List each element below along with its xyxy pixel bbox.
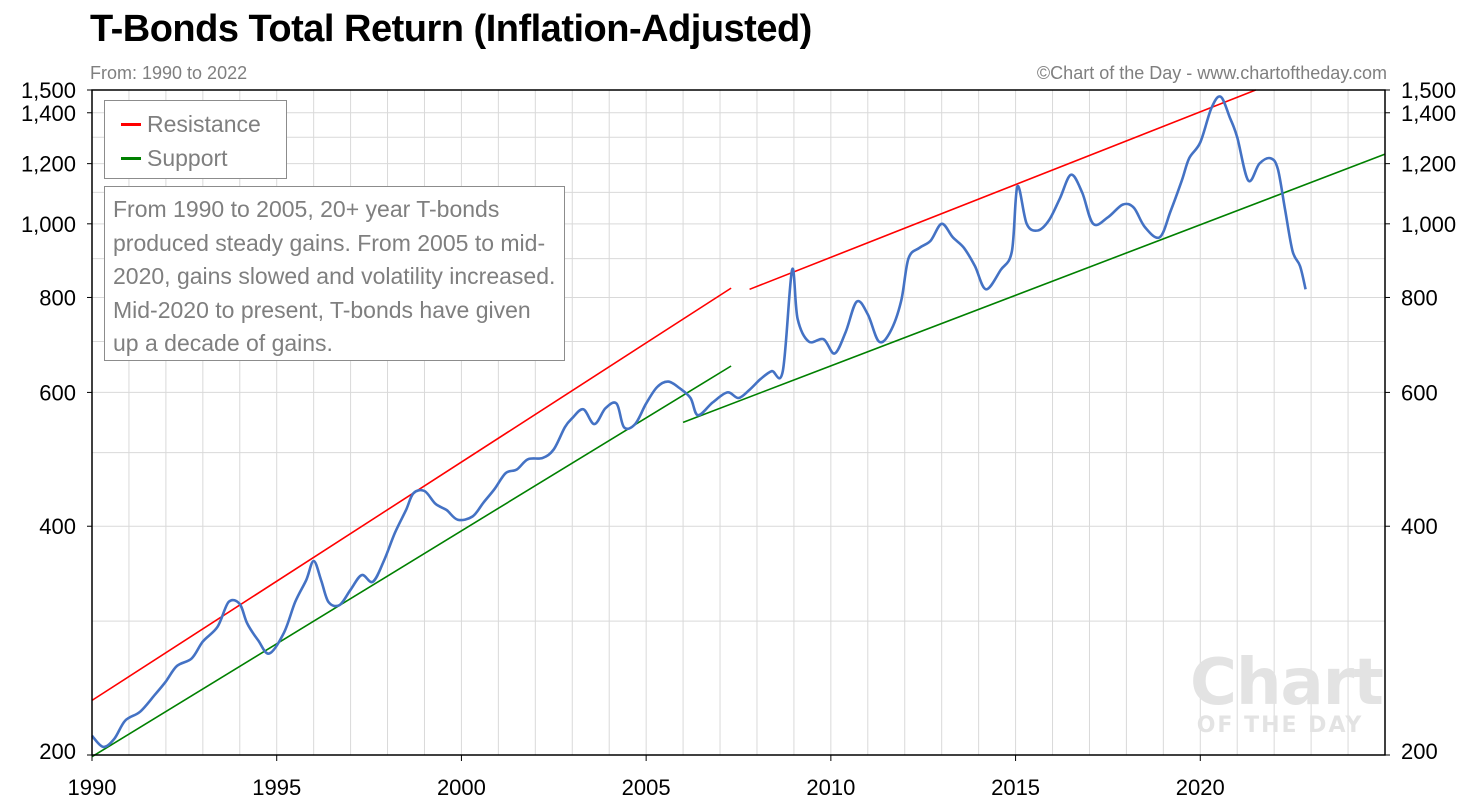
y-tick-label-left: 1,000	[21, 212, 76, 237]
x-tick-label: 1995	[252, 775, 301, 800]
x-tick-label: 2005	[622, 775, 671, 800]
legend-swatch-resistance	[121, 122, 141, 126]
x-tick-label: 2020	[1176, 775, 1225, 800]
y-tick-label-left: 800	[39, 285, 76, 310]
series	[91, 95, 1307, 749]
trend-line-support	[682, 153, 1386, 424]
x-tick-label: 1990	[68, 775, 117, 800]
y-tick-label-right: 400	[1401, 514, 1438, 539]
y-tick-label-right: 600	[1401, 380, 1438, 405]
plot-border	[91, 89, 1386, 756]
y-tick-label-left: 200	[39, 739, 76, 764]
y-tick-label-right: 200	[1401, 739, 1438, 764]
chart-title: T-Bonds Total Return (Inflation-Adjusted…	[90, 8, 812, 50]
y-tick-label-right: 1,500	[1401, 78, 1456, 103]
series-line-tbonds-total-return	[91, 95, 1307, 749]
watermark-logo: Chart OF THE DAY	[1190, 646, 1384, 738]
y-tick-label-right: 800	[1401, 285, 1438, 310]
legend-item-support: Support	[121, 144, 228, 172]
trend-line-support	[91, 365, 732, 758]
chart-subtitle: From: 1990 to 2022	[90, 63, 248, 83]
chart-credit: ©Chart of the Day - www.chartoftheday.co…	[1036, 63, 1387, 83]
legend-item-resistance: Resistance	[121, 110, 261, 138]
legend-label-support: Support	[147, 144, 228, 171]
x-tick-label: 2015	[991, 775, 1040, 800]
legend-label-resistance: Resistance	[147, 110, 261, 137]
y-tick-label-right: 1,400	[1401, 101, 1456, 126]
legend: Resistance Support	[104, 100, 287, 179]
axes: 1990 1995 2000 2005 2010 2015 2020 200 200 400 400…	[21, 78, 1456, 800]
watermark-small: OF THE DAY	[1196, 713, 1364, 738]
trend-line-resistance	[749, 89, 1256, 291]
y-tick-label-right: 1,200	[1401, 152, 1456, 177]
y-tick-label-left: 1,500	[21, 78, 76, 103]
annotation-box: From 1990 to 2005, 20+ year T-bonds prod…	[104, 186, 565, 361]
y-tick-label-left: 600	[39, 380, 76, 405]
y-tick-label-left: 1,200	[21, 152, 76, 177]
y-tick-label-left: 400	[39, 514, 76, 539]
y-tick-label-right: 1,000	[1401, 212, 1456, 237]
x-tick-label: 2000	[437, 775, 486, 800]
y-tick-label-left: 1,400	[21, 101, 76, 126]
x-tick-label: 2010	[806, 775, 855, 800]
legend-swatch-support	[121, 156, 141, 160]
watermark-big: Chart	[1190, 646, 1384, 720]
